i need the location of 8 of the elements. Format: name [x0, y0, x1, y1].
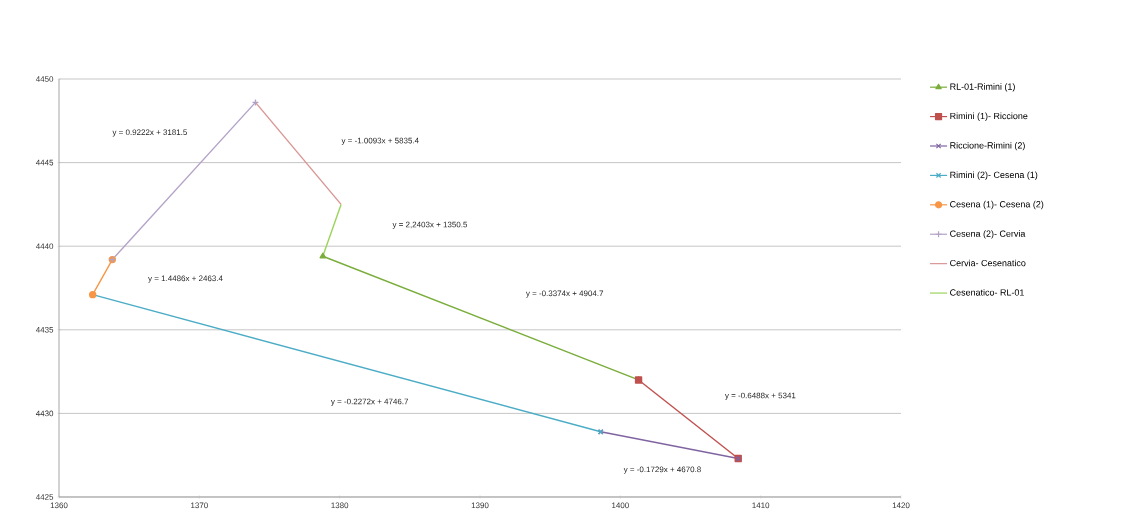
legend-label: Rimini (1)- Riccione — [950, 112, 1028, 121]
legend-label: Rimini (2)- Cesena (1) — [950, 171, 1038, 180]
legend-label: Cesena (2)- Cervia — [950, 230, 1026, 239]
legend-label: Riccione-Rimini (2) — [950, 142, 1025, 151]
legend-label: Cervia- Cesenatico — [950, 259, 1026, 267]
legend-label: Cesena (1)- Cesena (2) — [950, 200, 1044, 210]
legend-label: RL-01-Rimini (1) — [950, 83, 1015, 92]
legend-label: Cesenatico- RL-01 — [950, 289, 1024, 296]
